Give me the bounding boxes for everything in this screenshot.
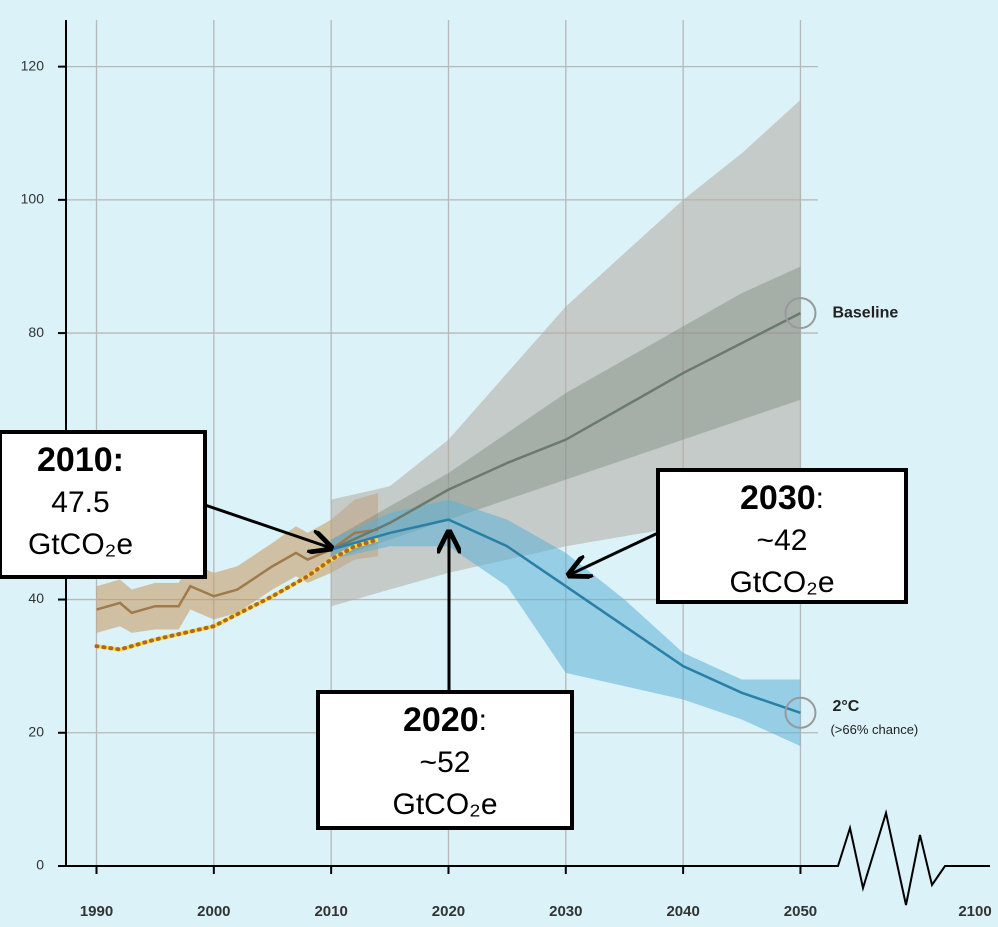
- end-marker: [784, 297, 817, 330]
- plot: Baseline 2°C (>66% chance): [94, 99, 918, 747]
- annotation-year: 2030: [740, 479, 816, 517]
- annotation-sep: :: [479, 704, 487, 737]
- annotation-unit: GtCO₂e: [393, 788, 498, 821]
- annotations: 2010:47.5GtCO₂e2020:~52GtCO₂e2030:~42GtC…: [0, 430, 908, 830]
- annotation-box: [316, 690, 574, 830]
- annotation-year: 2010:: [37, 441, 124, 479]
- annotation-head: 2030:: [740, 479, 824, 517]
- y-tick-label: 0: [36, 857, 44, 873]
- annotation-unit: GtCO₂e: [28, 528, 133, 561]
- x-tick-label: 2020: [432, 903, 465, 920]
- x-tick-label: 2040: [666, 903, 699, 920]
- x-axis-with-break: [66, 809, 990, 906]
- annotation-head: 2010:: [37, 441, 124, 479]
- arrow: [204, 503, 331, 548]
- x-break-label: 2100: [958, 903, 991, 920]
- end-marker: [784, 696, 817, 729]
- band: [331, 266, 801, 560]
- annotation-head: 2020:: [403, 701, 487, 739]
- band: [331, 499, 801, 747]
- x-tick-label: 2030: [549, 903, 582, 920]
- annotation-box: [656, 468, 908, 604]
- annotation-year: 2020: [403, 701, 479, 739]
- x-tick-label: 2010: [314, 903, 347, 920]
- annotation-sep: :: [816, 482, 824, 515]
- x-tick-label: 2000: [197, 903, 230, 920]
- annotation-value: ~52: [420, 746, 471, 779]
- arrow: [569, 531, 659, 575]
- annotation-value: ~42: [757, 524, 808, 557]
- series-label: Baseline: [832, 304, 898, 321]
- y-tick-label: 80: [28, 324, 44, 340]
- x-tick-label: 1990: [80, 903, 113, 920]
- y-tick-label: 40: [28, 590, 44, 606]
- band: [96, 492, 379, 633]
- annotation-unit: GtCO₂e: [730, 566, 835, 599]
- line: [330, 518, 801, 714]
- line: [94, 537, 381, 652]
- y-tick-label: 20: [28, 723, 44, 739]
- annotation-value: 47.5: [51, 486, 109, 519]
- annotation-box: [0, 430, 207, 579]
- line: [330, 311, 802, 551]
- y-tick-label: 100: [21, 191, 45, 207]
- series-sublabel: (>66% chance): [830, 722, 918, 737]
- y-tick-label: 120: [21, 57, 45, 73]
- x-tick-label: 2050: [784, 903, 817, 920]
- series-label: 2°C: [832, 698, 859, 715]
